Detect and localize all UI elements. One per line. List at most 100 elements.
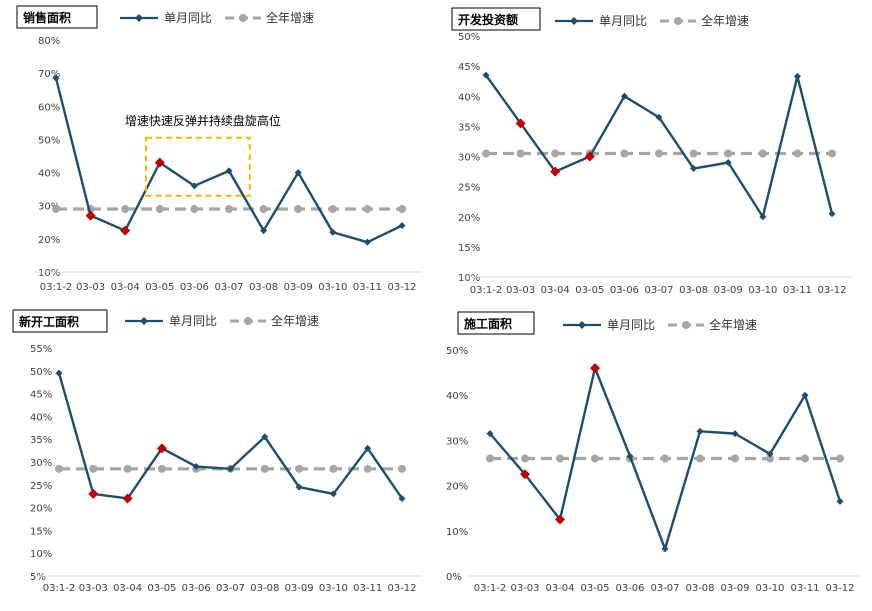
y-tick-label: 50%	[446, 346, 468, 357]
annual-point	[89, 464, 98, 473]
y-tick-label: 15%	[458, 243, 480, 254]
monthly-point-highlight	[88, 488, 99, 499]
annual-point	[661, 454, 669, 463]
monthly-point-highlight	[85, 210, 96, 221]
monthly-point	[364, 444, 372, 452]
y-tick-label: 10%	[458, 273, 480, 284]
annual-point	[766, 454, 774, 463]
legend-monthly-label: 单月同比	[169, 314, 217, 328]
x-tick-label: 03-03	[506, 285, 535, 296]
chart-title-box	[12, 309, 108, 333]
annual-point	[398, 464, 406, 473]
chart-title-box	[457, 311, 535, 335]
monthly-point	[486, 430, 494, 438]
annual-point	[655, 149, 663, 158]
annual-point	[294, 205, 303, 214]
annual-point	[260, 464, 269, 473]
x-tick-label: 03-09	[720, 583, 749, 594]
monthly-point	[759, 213, 767, 221]
x-tick-label: 03-10	[318, 282, 347, 293]
series-monthly-line	[57, 372, 403, 500]
annual-point	[828, 149, 836, 158]
annual-point	[52, 205, 60, 214]
x-tick-label: 03-06	[182, 583, 211, 594]
y-tick-label: 0%	[446, 572, 462, 583]
monthly-point	[329, 228, 337, 236]
monthly-point-highlight	[590, 363, 600, 374]
y-tick-label: 35%	[458, 122, 480, 133]
legend-annual-label: 全年增速	[271, 313, 319, 328]
x-tick-label: 03-09	[284, 282, 313, 293]
y-tick-label: 40%	[458, 92, 480, 103]
monthly-point	[793, 72, 801, 80]
monthly-point-highlight	[520, 469, 530, 480]
annual-point	[620, 149, 629, 158]
annual-point	[801, 454, 809, 463]
monthly-point-highlight	[122, 493, 133, 504]
y-tick-label: 40%	[446, 391, 468, 402]
monthly-point	[260, 227, 268, 235]
x-tick-label: 03-12	[825, 583, 854, 594]
y-tick-label: 30%	[446, 436, 468, 447]
legend-annual-marker	[239, 14, 247, 22]
x-tick-label: 03-03	[79, 583, 108, 594]
legend-monthly-marker	[140, 317, 148, 325]
monthly-point-highlight	[120, 225, 131, 236]
annotation-box	[144, 136, 251, 197]
y-tick-label: 20%	[38, 235, 60, 246]
x-tick-label: 03-12	[387, 282, 416, 293]
x-tick-label: 03-07	[644, 285, 673, 296]
y-tick-label: 10%	[38, 268, 60, 279]
legend-annual-marker	[682, 321, 690, 329]
annual-point	[591, 454, 599, 463]
legend-annual-marker	[674, 17, 682, 25]
chart-title: 销售面积	[23, 10, 71, 25]
annual-point	[363, 464, 372, 473]
monthly-point	[801, 391, 809, 399]
annual-point	[486, 454, 494, 463]
x-tick-label: 03-12	[817, 285, 846, 296]
monthly-point	[294, 169, 302, 177]
annual-point	[363, 205, 372, 214]
x-tick-label: 03-03	[76, 282, 105, 293]
monthly-point-highlight	[584, 151, 595, 162]
y-tick-label: 50%	[458, 32, 480, 43]
y-tick-label: 40%	[38, 169, 60, 180]
monthly-point	[724, 159, 732, 167]
monthly-point	[192, 463, 200, 471]
chart-panel-2: 开发投资额 单月同比 全年增速 10% 15% 20% 25% 30% 35% 40% 45% 50%…	[451, 7, 852, 296]
monthly-point	[766, 450, 774, 458]
chart-panel-4: 施工面积 单月同比 全年增速 0% 10% 20% 30% 40% 50% 03:1-2 03-03…	[446, 311, 860, 594]
x-tick-label: 03-04	[541, 285, 570, 296]
annual-point	[121, 205, 130, 214]
monthly-point-highlight	[154, 157, 165, 168]
monthly-point	[398, 494, 406, 502]
annual-point	[329, 464, 338, 473]
annual-point	[793, 149, 802, 158]
y-tick-label: 20%	[446, 482, 468, 493]
monthly-point	[836, 497, 844, 505]
x-tick-label: 03-11	[783, 285, 812, 296]
legend-annual-label: 全年增速	[701, 13, 749, 28]
y-tick-label: 35%	[30, 435, 52, 446]
annual-point	[398, 205, 406, 214]
x-tick-label: 03-08	[679, 285, 708, 296]
annual-point	[225, 205, 233, 214]
x-tick-label: 03-10	[748, 285, 777, 296]
series-monthly-line	[54, 77, 403, 244]
monthly-point-highlight	[555, 514, 565, 525]
chart-title: 开发投资额	[458, 12, 518, 27]
x-tick-label: 03-05	[580, 583, 609, 594]
chart-title: 施工面积	[464, 316, 512, 331]
y-tick-label: 70%	[38, 69, 60, 80]
annual-point	[295, 464, 304, 473]
x-tick-label: 03-10	[755, 583, 784, 594]
annual-point	[551, 149, 560, 158]
y-tick-label: 20%	[30, 504, 52, 515]
y-tick-label: 5%	[30, 572, 46, 583]
x-tick-label: 03-07	[214, 282, 243, 293]
y-tick-label: 80%	[38, 36, 60, 47]
monthly-point	[655, 113, 663, 121]
legend-monthly-marker	[135, 14, 143, 22]
